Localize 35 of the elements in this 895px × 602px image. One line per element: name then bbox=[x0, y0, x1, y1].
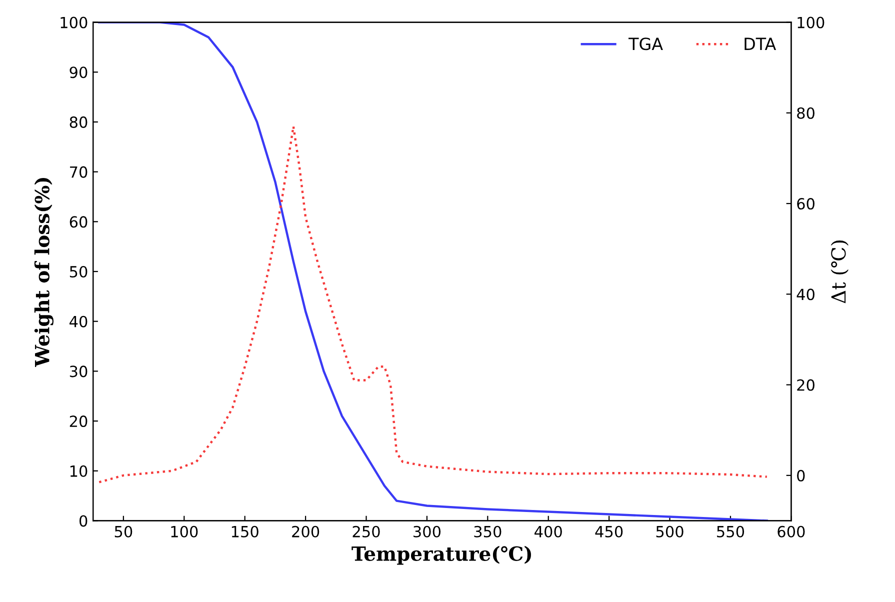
x-tick-label: 550 bbox=[717, 526, 744, 538]
y-tick-label: 10 bbox=[70, 465, 88, 477]
y2-tick-label: 60 bbox=[797, 198, 814, 210]
x-axis-title: Temperature(℃) bbox=[352, 546, 531, 565]
line-series bbox=[98, 125, 768, 484]
y-tick-label: 100 bbox=[60, 16, 88, 28]
y-tick-label: 0 bbox=[80, 515, 88, 527]
y-axis-title: Weight of loss(%) bbox=[34, 178, 54, 368]
legend-label: DTA bbox=[744, 38, 776, 50]
x-tick-label: 350 bbox=[474, 526, 502, 538]
x-tick-label: 300 bbox=[414, 526, 441, 538]
x-tick-label: 100 bbox=[171, 526, 198, 538]
y2-tick-label: 20 bbox=[797, 379, 814, 391]
y-tick-label: 50 bbox=[70, 266, 88, 278]
x-tick-label: 250 bbox=[352, 526, 380, 538]
y-tick-label: 90 bbox=[70, 66, 88, 78]
x-tick-label: 200 bbox=[292, 526, 320, 538]
x-tick-label: 450 bbox=[595, 526, 623, 538]
y-tick-label: 80 bbox=[70, 116, 88, 128]
y-tick-label: 20 bbox=[70, 416, 88, 428]
y2-tick-label: 100 bbox=[798, 16, 824, 28]
y2-tick-label: 80 bbox=[797, 107, 814, 119]
y-tick-label: 60 bbox=[70, 216, 88, 228]
y-tick-label: 40 bbox=[70, 316, 88, 328]
x-tick-label: 600 bbox=[778, 526, 805, 538]
y-tick-label: 70 bbox=[70, 166, 88, 178]
legend-label: TGA bbox=[628, 38, 663, 50]
y2-tick-label: 40 bbox=[796, 288, 814, 300]
y2-tick-label: 0 bbox=[797, 470, 805, 482]
x-tick-label: 150 bbox=[232, 526, 258, 538]
y-tick-label: 30 bbox=[70, 366, 88, 378]
x-tick-label: 400 bbox=[534, 526, 562, 538]
x-tick-label: 50 bbox=[114, 526, 132, 538]
x-tick-label: 500 bbox=[656, 526, 684, 538]
y2-axis-title: Δt (℃) bbox=[830, 240, 849, 304]
